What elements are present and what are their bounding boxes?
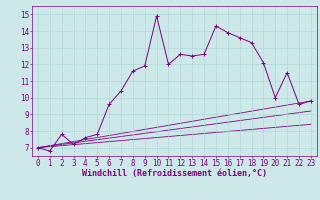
X-axis label: Windchill (Refroidissement éolien,°C): Windchill (Refroidissement éolien,°C) <box>82 169 267 178</box>
